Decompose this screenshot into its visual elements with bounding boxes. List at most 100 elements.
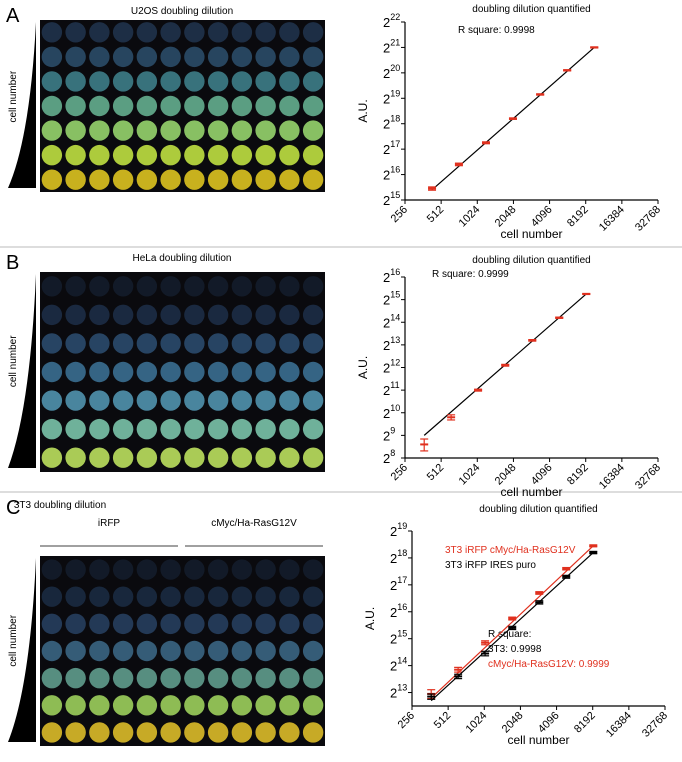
well — [231, 447, 253, 468]
well — [302, 586, 324, 607]
y-tick-base: 2 — [383, 338, 390, 353]
fit-line — [430, 545, 594, 699]
y-axis-label: A.U. — [356, 356, 370, 379]
x-tick-label: 16384 — [604, 710, 634, 740]
x-tick-label: 8192 — [572, 710, 598, 736]
well — [255, 71, 276, 92]
well — [41, 559, 63, 580]
chart-title: doubling dilution quantified — [472, 4, 590, 15]
well — [112, 304, 134, 326]
well — [136, 586, 158, 607]
y-tick-base: 2 — [383, 293, 390, 308]
plate-axis-label: cell number — [8, 614, 19, 666]
well — [136, 144, 158, 166]
y-tick-base: 2 — [383, 361, 390, 376]
well — [279, 640, 300, 662]
well — [302, 304, 324, 326]
well — [207, 640, 229, 662]
well — [279, 447, 300, 468]
y-tick-label: 221 — [383, 37, 400, 55]
y-tick-base: 2 — [383, 168, 390, 183]
well — [302, 559, 324, 580]
y-tick-exponent: 15 — [390, 290, 400, 300]
y-tick-label: 29 — [383, 425, 395, 443]
legend-entry: 3T3 iRFP IRES puro — [445, 560, 536, 571]
well — [184, 586, 205, 607]
y-tick-base: 2 — [390, 659, 397, 674]
well — [184, 722, 205, 743]
well — [112, 144, 134, 166]
well — [41, 390, 63, 411]
plate-axis-label: cell number — [8, 335, 19, 387]
x-tick-label: 512 — [432, 710, 453, 731]
well — [184, 667, 205, 689]
well — [89, 390, 110, 411]
well — [279, 361, 300, 383]
well — [184, 613, 205, 635]
y-tick-exponent: 14 — [397, 656, 407, 666]
y-tick-base: 2 — [390, 524, 397, 539]
x-tick-label: 8192 — [565, 204, 591, 230]
well — [41, 613, 63, 635]
plate-image — [40, 20, 325, 192]
well — [231, 361, 253, 383]
y-tick-base: 2 — [383, 117, 390, 132]
well — [89, 613, 110, 635]
well — [160, 95, 181, 117]
well — [112, 418, 134, 440]
well — [279, 46, 300, 68]
well — [302, 169, 324, 190]
well — [255, 722, 276, 743]
y-tick-base: 2 — [383, 406, 390, 421]
well — [136, 640, 158, 662]
y-tick-exponent: 18 — [390, 114, 400, 124]
well — [136, 695, 158, 716]
y-axis-label: A.U. — [363, 607, 377, 630]
y-tick-base: 2 — [383, 142, 390, 157]
plate-group-label: cMyc/Ha-RasG12V — [211, 518, 297, 529]
well — [279, 695, 300, 716]
well — [136, 447, 158, 468]
well — [302, 447, 324, 468]
annotation: 3T3: 0.9998 — [488, 644, 542, 655]
well — [184, 169, 205, 190]
well — [231, 586, 253, 607]
well — [89, 169, 110, 190]
y-tick-label: 213 — [383, 335, 400, 353]
y-tick-base: 2 — [383, 428, 390, 443]
well — [231, 695, 253, 716]
x-tick-label: 32768 — [640, 710, 670, 740]
well — [65, 304, 86, 326]
well — [89, 447, 110, 468]
well — [136, 22, 158, 43]
chart-title: doubling dilution quantified — [472, 255, 590, 266]
y-tick-exponent: 19 — [390, 88, 400, 98]
well — [136, 46, 158, 68]
well — [302, 722, 324, 743]
well — [207, 361, 229, 383]
well — [255, 613, 276, 635]
x-tick-label: 2048 — [500, 710, 526, 736]
well — [160, 361, 181, 383]
x-tick-label: 4096 — [529, 462, 555, 488]
well — [231, 418, 253, 440]
well — [207, 120, 229, 141]
well — [160, 333, 181, 354]
y-tick-label: 214 — [383, 312, 400, 330]
well — [160, 71, 181, 92]
y-tick-base: 2 — [390, 632, 397, 647]
well — [41, 640, 63, 662]
y-tick-base: 2 — [383, 40, 390, 55]
well — [160, 276, 181, 297]
panel-label: A — [6, 5, 20, 27]
well — [255, 418, 276, 440]
well — [65, 418, 86, 440]
well — [41, 722, 63, 743]
y-tick-base: 2 — [390, 551, 397, 566]
well — [65, 390, 86, 411]
x-tick-label: 8192 — [565, 462, 591, 488]
y-tick-label: 215 — [390, 629, 407, 647]
y-tick-label: 220 — [383, 63, 400, 81]
well — [65, 120, 86, 141]
well — [302, 46, 324, 68]
